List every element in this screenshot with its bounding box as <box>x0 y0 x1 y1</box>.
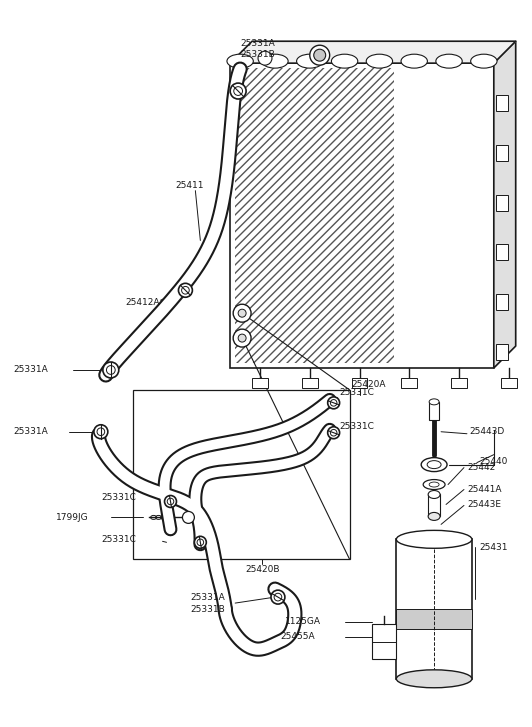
Text: 25443D: 25443D <box>469 427 504 436</box>
Text: 25331B: 25331B <box>190 605 225 614</box>
Ellipse shape <box>429 482 439 487</box>
Bar <box>496 145 508 161</box>
Circle shape <box>258 51 272 65</box>
Text: 25420B: 25420B <box>245 565 280 574</box>
Text: 25331B: 25331B <box>240 49 275 59</box>
Bar <box>429 402 439 419</box>
Bar <box>132 390 350 559</box>
Ellipse shape <box>428 491 440 499</box>
Text: 25420A: 25420A <box>352 380 386 390</box>
Circle shape <box>328 427 339 438</box>
Text: 25455A: 25455A <box>280 632 314 641</box>
Text: 25441A: 25441A <box>467 485 502 494</box>
Bar <box>496 195 508 211</box>
Circle shape <box>94 425 108 438</box>
Text: 25331A: 25331A <box>190 593 225 602</box>
Text: 25443E: 25443E <box>467 500 501 509</box>
Circle shape <box>314 49 326 61</box>
Ellipse shape <box>331 55 358 68</box>
Circle shape <box>164 496 177 507</box>
Circle shape <box>178 284 193 297</box>
Ellipse shape <box>423 480 445 489</box>
Ellipse shape <box>227 55 253 68</box>
Bar <box>235 68 394 363</box>
Circle shape <box>233 304 251 322</box>
Ellipse shape <box>262 55 288 68</box>
Circle shape <box>271 590 285 604</box>
Text: 25331C: 25331C <box>101 535 136 544</box>
Ellipse shape <box>436 55 462 68</box>
Bar <box>496 244 508 260</box>
Text: 1799JG: 1799JG <box>56 513 89 522</box>
Bar <box>401 378 417 388</box>
Bar <box>252 378 268 388</box>
Bar <box>230 63 494 368</box>
Ellipse shape <box>366 55 393 68</box>
Ellipse shape <box>428 513 440 521</box>
Ellipse shape <box>401 55 427 68</box>
Ellipse shape <box>396 531 472 548</box>
Circle shape <box>310 45 330 65</box>
Text: 25331C: 25331C <box>339 422 375 431</box>
Text: 1125GA: 1125GA <box>285 616 321 625</box>
Ellipse shape <box>429 399 439 405</box>
Circle shape <box>328 397 339 409</box>
Text: 25331A: 25331A <box>240 39 275 48</box>
Bar <box>428 494 440 516</box>
Polygon shape <box>230 41 516 63</box>
Circle shape <box>238 309 246 317</box>
Ellipse shape <box>427 461 441 469</box>
Bar <box>396 539 472 679</box>
Bar <box>501 378 517 388</box>
Text: 25331C: 25331C <box>339 388 375 398</box>
Circle shape <box>103 362 119 378</box>
Text: 25331A: 25331A <box>13 366 48 374</box>
Text: 25440: 25440 <box>479 457 507 466</box>
Polygon shape <box>494 41 516 368</box>
Circle shape <box>182 511 194 523</box>
Ellipse shape <box>421 457 447 472</box>
Ellipse shape <box>396 670 472 688</box>
Bar <box>496 95 508 111</box>
Bar <box>496 294 508 310</box>
Text: 25431: 25431 <box>479 543 508 552</box>
Text: 25331C: 25331C <box>101 493 136 502</box>
Circle shape <box>230 83 246 99</box>
Bar <box>372 624 396 659</box>
Bar <box>396 609 472 629</box>
Bar <box>302 378 318 388</box>
Circle shape <box>233 329 251 347</box>
Circle shape <box>194 537 206 548</box>
Circle shape <box>238 334 246 342</box>
Text: 25411: 25411 <box>176 181 204 190</box>
Text: 25412A: 25412A <box>126 298 160 307</box>
Bar <box>496 344 508 360</box>
Text: 25331A: 25331A <box>13 427 48 436</box>
Ellipse shape <box>296 55 323 68</box>
Bar <box>352 378 368 388</box>
Text: 25442: 25442 <box>467 463 495 472</box>
Bar <box>451 378 467 388</box>
Ellipse shape <box>471 55 497 68</box>
